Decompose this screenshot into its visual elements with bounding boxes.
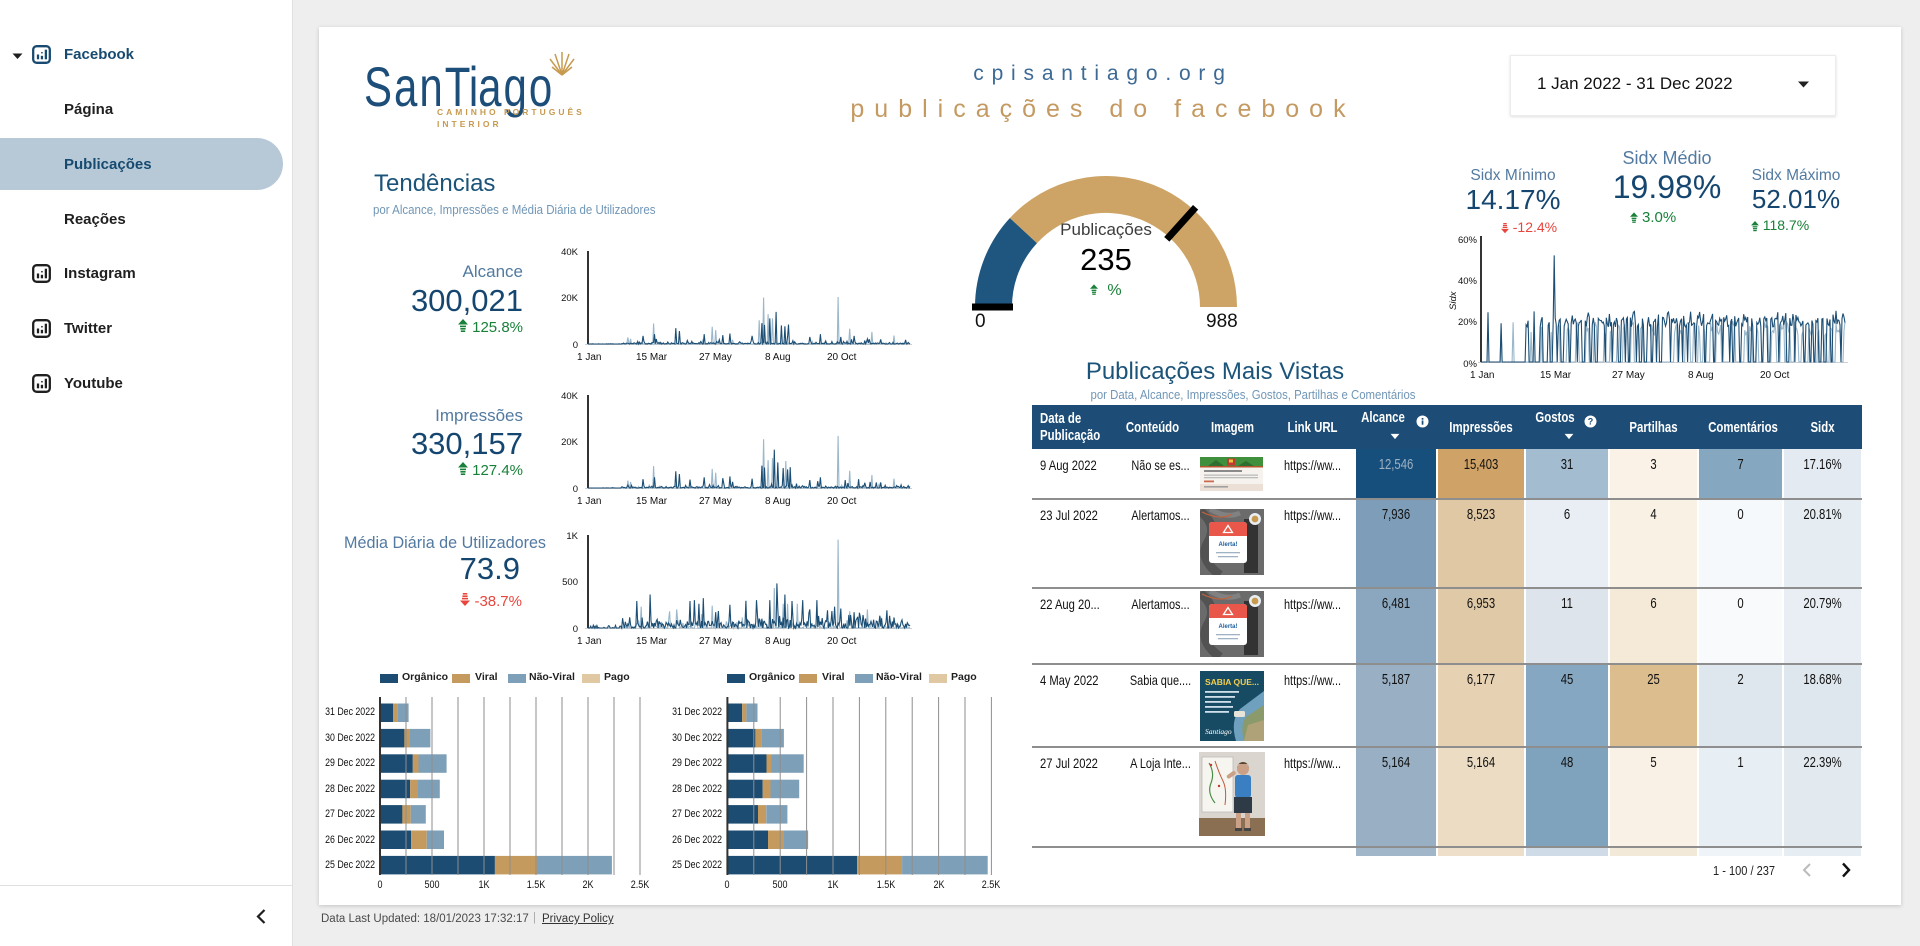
svg-text:Santiago: Santiago	[1205, 727, 1232, 736]
svg-text:?: ?	[1588, 417, 1594, 427]
svg-text:SABIA QUE...: SABIA QUE...	[1205, 677, 1259, 687]
svg-text:Alerta!: Alerta!	[1218, 542, 1237, 548]
svg-text:Alerta!: Alerta!	[1218, 624, 1237, 630]
